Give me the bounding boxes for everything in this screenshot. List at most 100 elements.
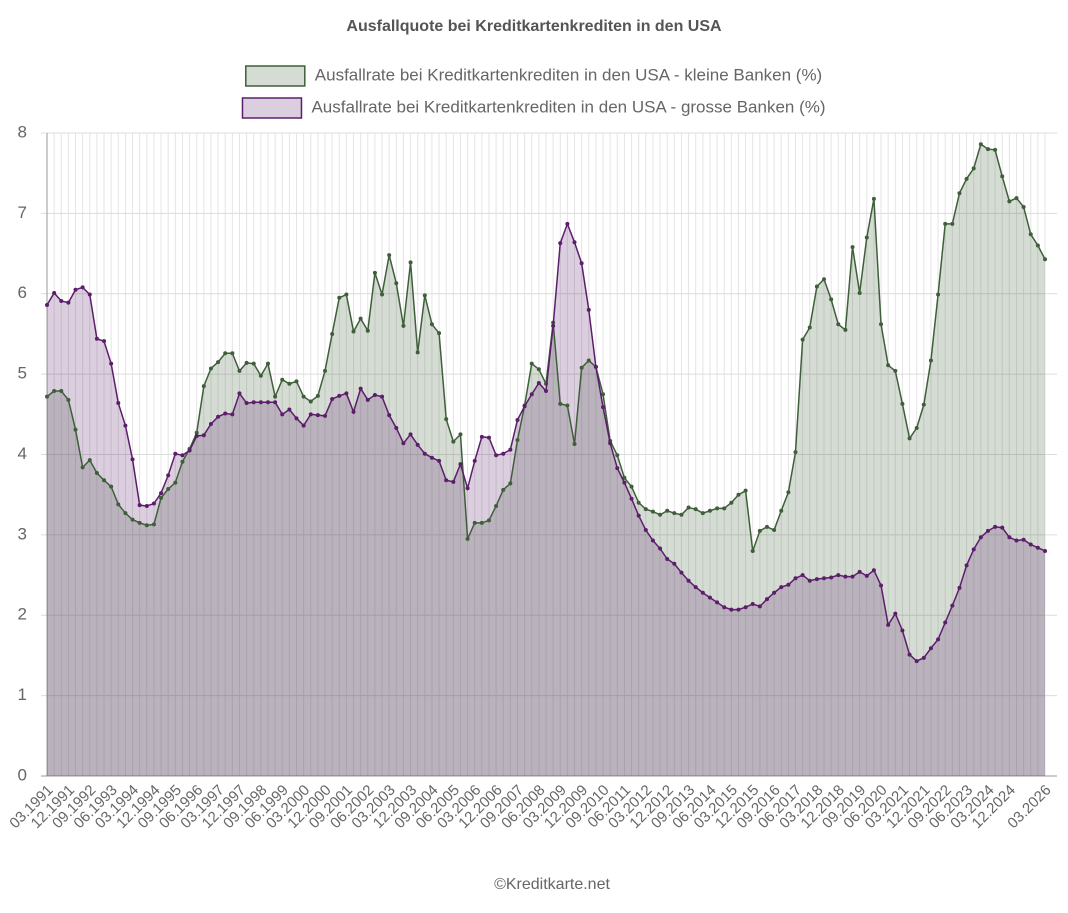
point	[501, 451, 506, 456]
point	[757, 528, 762, 533]
point	[472, 520, 477, 525]
point	[216, 360, 221, 365]
point	[116, 502, 121, 507]
point	[444, 417, 449, 422]
point	[822, 277, 827, 282]
point	[1043, 257, 1047, 262]
point	[173, 451, 178, 456]
y-tick-label: 8	[18, 122, 27, 141]
point	[166, 487, 171, 492]
point	[629, 484, 634, 489]
point	[928, 358, 933, 363]
point	[280, 412, 285, 417]
point	[729, 607, 734, 612]
point	[665, 508, 670, 513]
point	[151, 501, 156, 506]
point	[180, 453, 185, 458]
point	[194, 430, 199, 435]
point	[251, 400, 256, 405]
point	[408, 432, 413, 437]
y-tick-label: 3	[18, 524, 27, 543]
point	[529, 392, 534, 397]
point	[1035, 243, 1040, 248]
point	[1007, 535, 1012, 540]
point	[230, 351, 235, 356]
point	[351, 409, 356, 414]
point	[693, 507, 698, 512]
point	[223, 411, 228, 416]
point	[52, 290, 57, 295]
point	[330, 397, 335, 402]
point	[265, 361, 270, 366]
point	[380, 292, 385, 297]
point	[893, 368, 898, 373]
point	[337, 393, 342, 398]
point	[650, 509, 655, 514]
point	[45, 394, 49, 399]
point	[579, 365, 584, 370]
point	[643, 507, 648, 512]
point	[52, 389, 57, 394]
area	[47, 223, 1045, 776]
point	[401, 323, 406, 328]
point	[764, 524, 769, 529]
point	[180, 459, 185, 464]
point	[629, 496, 634, 501]
point	[985, 147, 990, 152]
point	[879, 322, 884, 327]
point	[137, 503, 142, 508]
point	[800, 573, 805, 578]
point	[772, 590, 777, 595]
point	[479, 520, 484, 525]
point	[287, 407, 292, 412]
point	[451, 479, 456, 484]
point	[686, 505, 691, 510]
point	[109, 484, 114, 489]
point	[522, 404, 527, 409]
point	[94, 336, 99, 341]
point	[907, 652, 912, 657]
point	[308, 412, 313, 417]
point	[1028, 232, 1033, 237]
point	[985, 528, 990, 533]
point	[365, 328, 370, 333]
point	[1021, 537, 1026, 542]
point	[486, 518, 491, 523]
point	[536, 367, 541, 372]
point	[294, 416, 299, 421]
point	[551, 323, 556, 328]
point	[914, 659, 919, 664]
point	[786, 490, 791, 495]
point	[151, 522, 156, 527]
point	[786, 582, 791, 587]
point	[237, 368, 242, 373]
point	[223, 351, 228, 356]
point	[1000, 525, 1005, 530]
point	[437, 458, 442, 463]
point	[793, 450, 798, 455]
point	[187, 448, 192, 453]
point	[66, 397, 71, 402]
point	[123, 511, 128, 516]
point	[486, 435, 491, 440]
point	[857, 290, 862, 295]
point	[700, 590, 705, 595]
point	[237, 391, 242, 396]
point	[201, 433, 206, 438]
point	[814, 284, 819, 289]
point	[102, 339, 107, 344]
point	[943, 620, 948, 625]
point	[921, 402, 926, 407]
point	[843, 327, 848, 332]
point	[73, 287, 78, 292]
point	[636, 513, 641, 518]
point	[344, 292, 349, 297]
point	[415, 442, 420, 447]
point	[94, 470, 99, 475]
point	[850, 245, 855, 250]
point	[444, 478, 449, 483]
point	[372, 270, 377, 275]
point	[1000, 174, 1005, 179]
y-tick-label: 0	[18, 765, 27, 784]
